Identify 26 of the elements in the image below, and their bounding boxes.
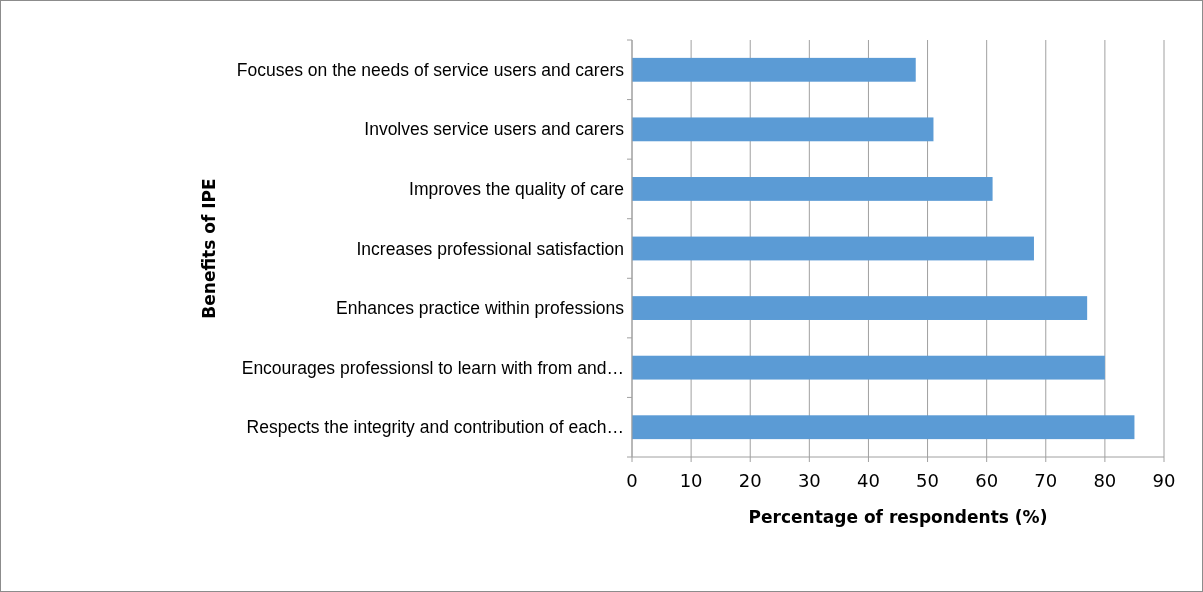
y-axis-title: Benefits of IPE [198,178,219,319]
bar [632,296,1088,320]
y-tick-label: Improves the quality of care [409,179,624,200]
y-tick-label: Encourages professionsl to learn with from and… [241,357,624,378]
y-tick-label: Enhances practice within professions [336,298,625,319]
x-tick-label: 0 [626,470,638,491]
x-tick-label: 20 [738,470,762,491]
x-tick-label: 80 [1093,470,1117,491]
x-axis-title: Percentage of respondents (%) [748,507,1048,527]
bar [632,177,993,201]
y-tick-label: Involves service users and carers [364,119,625,140]
x-tick-label: 90 [1152,470,1176,491]
bar [632,415,1135,440]
bar [632,117,934,142]
x-tick-label: 40 [856,470,880,491]
bar [632,57,916,82]
bar [632,355,1105,380]
x-tick-label: 50 [916,470,940,491]
x-tick-label: 60 [975,470,999,491]
x-tick-label: 10 [679,470,703,491]
y-tick-label: Focuses on the needs of service users and carers [236,59,625,80]
y-tick-label: Respects the integrity and contribution of each… [246,417,624,438]
x-tick-label: 70 [1034,470,1058,491]
bar [632,236,1034,261]
y-tick-label: Increases professional satisfaction [356,238,624,259]
x-tick-label: 30 [797,470,821,491]
